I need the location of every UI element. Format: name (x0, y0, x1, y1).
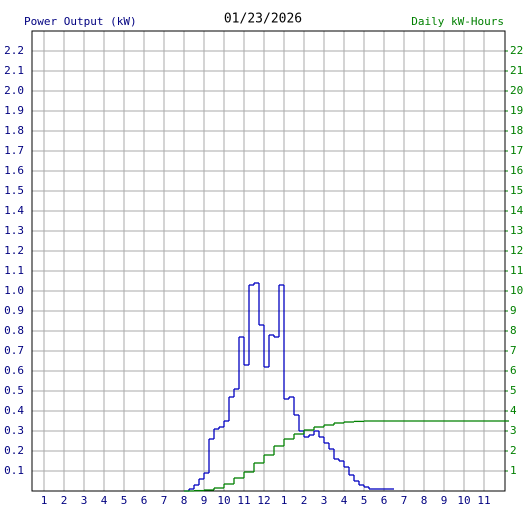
y-tick-label: 0.8 (4, 324, 24, 337)
x-tick-label: 4 (341, 494, 348, 507)
x-tick-label: 9 (441, 494, 448, 507)
y-tick-label: 2.1 (4, 64, 24, 77)
x-tick-label: 10 (217, 494, 230, 507)
y2-tick-label: 22 (510, 44, 523, 57)
y2-tick-label: 5 (510, 384, 517, 397)
y2-tick-label: 16 (510, 164, 523, 177)
y2-tick-label: 18 (510, 124, 523, 137)
y2-tick-label: 15 (510, 184, 523, 197)
x-tick-label: 3 (321, 494, 328, 507)
y2-tick-label: 6 (510, 364, 517, 377)
y-tick-label: 1.1 (4, 264, 24, 277)
y-tick-label: 1.7 (4, 144, 24, 157)
y-tick-label: 0.7 (4, 344, 24, 357)
x-tick-label: 2 (61, 494, 68, 507)
x-tick-label: 9 (201, 494, 208, 507)
y-tick-label: 1.8 (4, 124, 24, 137)
chart-title: 01/23/2026 (224, 12, 302, 27)
y-tick-label: 2.0 (4, 84, 24, 97)
x-tick-label: 3 (81, 494, 88, 507)
y-tick-label: 0.4 (4, 404, 24, 417)
y-tick-label: 1.9 (4, 104, 24, 117)
y2-tick-label: 20 (510, 84, 523, 97)
y-tick-label: 0.1 (4, 464, 24, 477)
y2-axis-title: Daily kW-Hours (411, 15, 504, 28)
x-tick-label: 5 (121, 494, 128, 507)
y2-tick-label: 3 (510, 424, 517, 437)
x-tick-label: 5 (361, 494, 368, 507)
y-tick-label: 2.2 (4, 44, 24, 57)
y2-tick-label: 7 (510, 344, 517, 357)
y-tick-label: 1.0 (4, 284, 24, 297)
x-tick-label: 8 (181, 494, 188, 507)
y-tick-label: 0.5 (4, 384, 24, 397)
x-tick-label: 8 (421, 494, 428, 507)
x-tick-label: 2 (301, 494, 308, 507)
y2-tick-label: 12 (510, 244, 523, 257)
y-tick-label: 1.5 (4, 184, 24, 197)
y2-tick-label: 17 (510, 144, 523, 157)
y2-tick-label: 19 (510, 104, 523, 117)
x-tick-label: 12 (257, 494, 270, 507)
y2-tick-label: 9 (510, 304, 517, 317)
x-tick-label: 10 (457, 494, 470, 507)
x-tick-label: 1 (281, 494, 288, 507)
y2-tick-label: 2 (510, 444, 517, 457)
x-tick-label: 7 (161, 494, 168, 507)
y2-tick-label: 14 (510, 204, 524, 217)
y-tick-label: 0.3 (4, 424, 24, 437)
y2-tick-label: 10 (510, 284, 523, 297)
x-tick-label: 7 (401, 494, 408, 507)
y2-tick-label: 8 (510, 324, 517, 337)
y-tick-label: 1.4 (4, 204, 24, 217)
x-tick-label: 11 (237, 494, 250, 507)
y-tick-label: 1.6 (4, 164, 24, 177)
x-tick-label: 1 (41, 494, 48, 507)
x-tick-label: 6 (141, 494, 148, 507)
y-tick-label: 1.3 (4, 224, 24, 237)
y2-tick-label: 11 (510, 264, 523, 277)
y2-tick-label: 13 (510, 224, 523, 237)
y2-tick-label: 1 (510, 464, 517, 477)
y-axis-title: Power Output (kW) (24, 15, 137, 28)
y2-tick-label: 4 (510, 404, 517, 417)
y-tick-label: 1.2 (4, 244, 24, 257)
y-tick-label: 0.9 (4, 304, 24, 317)
x-tick-label: 4 (101, 494, 108, 507)
y2-tick-label: 21 (510, 64, 523, 77)
y-tick-label: 0.2 (4, 444, 24, 457)
x-tick-label: 11 (477, 494, 490, 507)
plot-frame (31, 30, 506, 492)
y-tick-label: 0.6 (4, 364, 24, 377)
x-tick-label: 6 (381, 494, 388, 507)
